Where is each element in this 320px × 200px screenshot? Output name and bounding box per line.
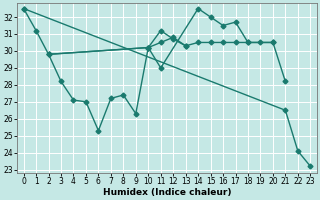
X-axis label: Humidex (Indice chaleur): Humidex (Indice chaleur) [103,188,231,197]
